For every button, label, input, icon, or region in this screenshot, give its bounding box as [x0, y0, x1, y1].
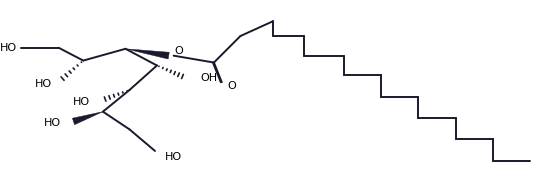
Text: HO: HO — [73, 97, 90, 107]
Text: HO: HO — [44, 118, 60, 128]
Text: HO: HO — [35, 79, 52, 89]
Polygon shape — [125, 49, 169, 59]
Text: HO: HO — [165, 152, 182, 162]
Text: O: O — [228, 81, 237, 91]
Text: O: O — [174, 46, 184, 56]
Text: HO: HO — [1, 43, 17, 53]
Text: OH: OH — [200, 73, 217, 83]
Polygon shape — [72, 112, 103, 125]
